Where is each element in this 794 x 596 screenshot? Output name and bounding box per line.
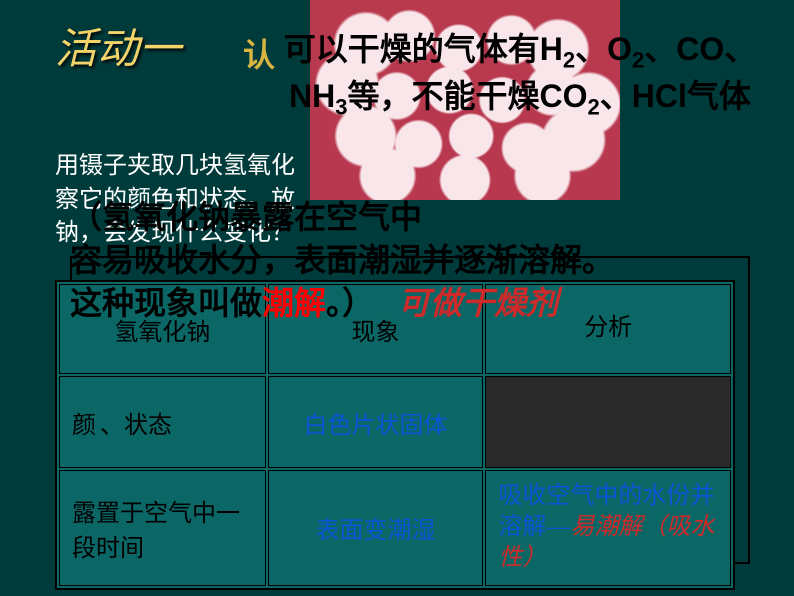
cell-deliquescence: 吸收空气中的水份并溶解—易潮解（吸水性） <box>485 470 731 586</box>
gas-drying-text: 可以干燥的气体有H2、O2、CO、NH3等，不能干燥CO2、HCl气体 <box>280 28 760 122</box>
activity-title: 活动一 <box>55 15 181 76</box>
overlay-line1: （氢氧化钠暴露在空气中 <box>70 199 422 235</box>
naoh-table: 氢氧化钠 现象 分析 颜 、状态 白色片状固体 露置于空气中一段时间 表面变潮湿… <box>55 280 735 590</box>
cell-surface-wet: 表面变潮湿 <box>268 470 484 586</box>
cell-color-state: 颜 、状态 <box>59 376 266 468</box>
overlay-explanation: （氢氧化钠暴露在空气中 容易吸收水分，表面潮湿并逐渐溶解。这种现象叫做潮解。） … <box>70 196 630 326</box>
instruction-line-1: 用镊子夹取几块氢氧化 <box>55 153 295 179</box>
table-row: 颜 、状态 白色片状固体 <box>59 376 731 468</box>
chaojie-red: 潮解 <box>262 285 326 321</box>
cell-empty-analysis <box>485 376 731 468</box>
dryer-red: 可做干燥剂 <box>398 285 558 321</box>
subtitle-fragment: 认 <box>243 30 275 76</box>
overlay-dot: 。） <box>326 285 374 321</box>
cell-exposed-air: 露置于空气中一段时间 <box>59 470 266 586</box>
table-row: 露置于空气中一段时间 表面变潮湿 吸收空气中的水份并溶解—易潮解（吸水性） <box>59 470 731 586</box>
cell-white-solid: 白色片状固体 <box>268 376 484 468</box>
